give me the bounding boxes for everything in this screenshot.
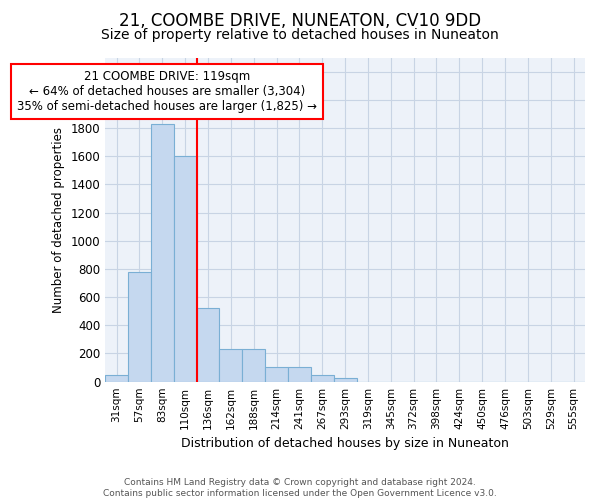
Bar — [242, 350, 265, 382]
Text: Contains HM Land Registry data © Crown copyright and database right 2024.
Contai: Contains HM Land Registry data © Crown c… — [103, 478, 497, 498]
Bar — [334, 378, 356, 382]
Text: Size of property relative to detached houses in Nuneaton: Size of property relative to detached ho… — [101, 28, 499, 42]
Bar — [288, 367, 311, 382]
Text: 21 COOMBE DRIVE: 119sqm
← 64% of detached houses are smaller (3,304)
35% of semi: 21 COOMBE DRIVE: 119sqm ← 64% of detache… — [17, 70, 317, 113]
X-axis label: Distribution of detached houses by size in Nuneaton: Distribution of detached houses by size … — [181, 437, 509, 450]
Bar — [105, 374, 128, 382]
Bar — [265, 367, 288, 382]
Y-axis label: Number of detached properties: Number of detached properties — [52, 126, 65, 312]
Text: 21, COOMBE DRIVE, NUNEATON, CV10 9DD: 21, COOMBE DRIVE, NUNEATON, CV10 9DD — [119, 12, 481, 30]
Bar — [197, 308, 220, 382]
Bar — [311, 374, 334, 382]
Bar — [151, 124, 174, 382]
Bar — [128, 272, 151, 382]
Bar — [220, 350, 242, 382]
Bar — [174, 156, 197, 382]
